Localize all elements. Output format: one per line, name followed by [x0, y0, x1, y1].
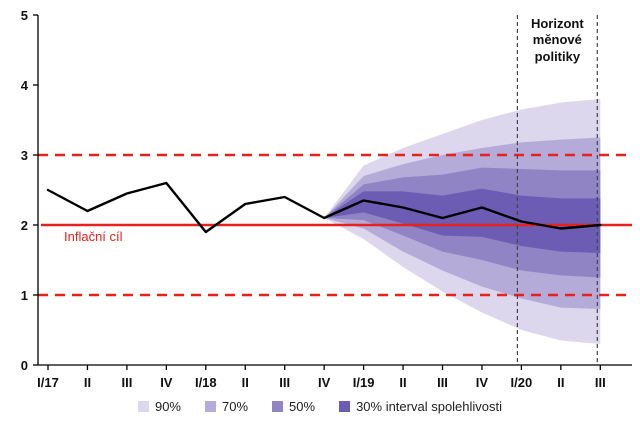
x-tick-label: III — [595, 375, 606, 390]
x-tick-label: II — [399, 375, 406, 390]
x-tick-label: I/17 — [37, 375, 59, 390]
x-tick-label: I/19 — [353, 375, 375, 390]
legend-label: 90% — [154, 399, 181, 414]
y-tick-label: 1 — [21, 288, 28, 303]
chart-legend: 90% 70% 50% 30% interval spolehlivosti — [0, 399, 640, 414]
legend-item-90: 90% — [137, 399, 181, 414]
x-tick-label: II — [84, 375, 91, 390]
x-tick-label: I/20 — [511, 375, 533, 390]
y-tick-label: 5 — [21, 8, 28, 23]
inflation-target-label: Inflační cíl — [64, 229, 123, 244]
y-tick-label: 4 — [21, 78, 29, 93]
legend-label: 50% — [289, 399, 316, 414]
legend-item-50: 50% — [272, 399, 315, 414]
legend-label: 30% interval spolehlivosti — [356, 399, 503, 414]
legend-swatch — [272, 401, 284, 412]
x-tick-label: IV — [318, 375, 331, 390]
legend-label: 70% — [222, 399, 249, 414]
x-tick-label: II — [242, 375, 249, 390]
legend-item-30: 30% interval spolehlivosti — [339, 399, 502, 414]
legend-swatch — [339, 401, 351, 412]
y-tick-label: 0 — [21, 358, 28, 373]
y-tick-label: 3 — [21, 148, 28, 163]
x-tick-label: III — [121, 375, 132, 390]
inflation-line — [46, 181, 602, 234]
x-tick-label: I/18 — [195, 375, 217, 390]
y-tick-label: 2 — [21, 218, 28, 233]
x-tick-label: III — [279, 375, 290, 390]
x-tick-label: II — [557, 375, 564, 390]
legend-swatch — [205, 401, 216, 412]
policy-horizon-label: Horizont měnové politiky — [530, 16, 584, 64]
x-tick-label: IV — [160, 375, 173, 390]
legend-item-70: 70% — [205, 399, 248, 414]
x-tick-label: III — [437, 375, 448, 390]
legend-swatch — [137, 401, 149, 412]
x-tick-label: IV — [476, 375, 489, 390]
